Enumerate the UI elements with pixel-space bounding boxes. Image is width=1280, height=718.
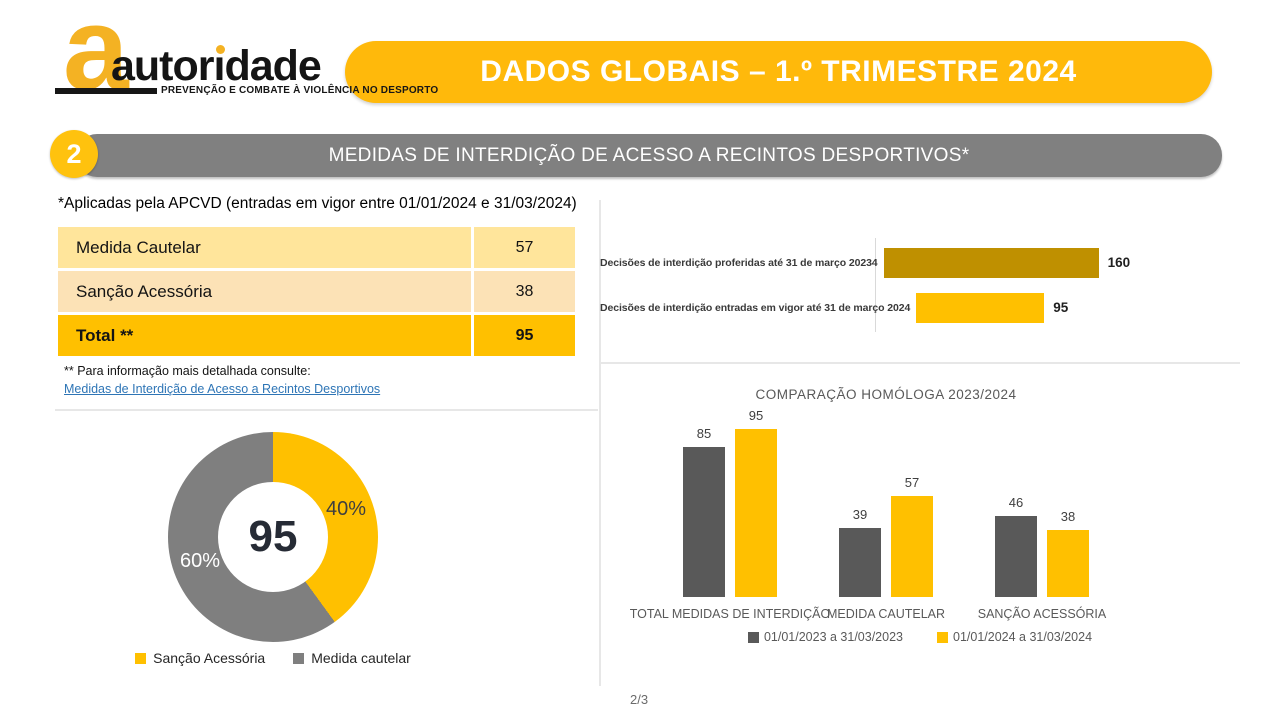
applied-note: *Aplicadas pela APCVD (entradas em vigor…: [58, 195, 577, 212]
column-category-label: SANÇÃO ACESSÓRIA: [977, 607, 1107, 621]
hbar-value-label: 160: [1107, 255, 1131, 270]
column-value-label: 39: [852, 507, 868, 522]
table-row-value: 57: [471, 227, 575, 268]
logo-i-dot-icon: [215, 45, 225, 54]
donut-chart: 95: [168, 432, 378, 642]
column-category-label: TOTAL MEDIDAS DE INTERDIÇÃO: [629, 607, 831, 621]
column-category-label: MEDIDA CAUTELAR: [826, 607, 946, 621]
legend-label: 01/01/2024 a 31/03/2024: [953, 630, 1093, 644]
logo-tagline: PREVENÇÃO E COMBATE À VIOLÊNCIA NO DESPO…: [161, 85, 439, 96]
hbar-bar: [883, 247, 1099, 278]
measures-link[interactable]: Medidas de Interdição de Acesso a Recint…: [64, 382, 381, 396]
hbar-category-label: Decisões de interdição proferidas até 31…: [600, 256, 878, 269]
column-value-label: 38: [1060, 509, 1076, 524]
section-banner: MEDIDAS DE INTERDIÇÃO DE ACESSO A RECINT…: [76, 134, 1222, 177]
donut-hole: 95: [218, 482, 328, 592]
table-row-value: 38: [471, 271, 575, 312]
hbar-value-label: 95: [1053, 300, 1069, 315]
hbar-axis-line: [875, 238, 876, 332]
legend-swatch-icon: [747, 631, 759, 643]
legend-swatch-icon: [135, 652, 147, 664]
comparison-legend-item: 01/01/2023 a 31/03/2023: [747, 630, 903, 644]
comparison-title: COMPARAÇÃO HOMÓLOGA 2023/2024: [755, 387, 1017, 402]
comparison-chart: 85 95 TOTAL MEDIDAS DE INTERDIÇÃO 39 57 MEDID…: [600, 380, 1240, 621]
measures-table: Medida Cautelar 57 Sanção Acessória 38 Total…: [58, 227, 575, 359]
legend-label: Medida cautelar: [311, 650, 411, 666]
donut-legend-item: Medida cautelar: [293, 650, 411, 666]
page-number: 2/3: [630, 692, 649, 707]
legend-label: 01/01/2023 a 31/03/2023: [763, 630, 903, 644]
vertical-divider: [599, 200, 601, 686]
table-row-label: Total **: [76, 325, 134, 345]
legend-swatch-icon: [293, 652, 305, 664]
section-number: 2: [66, 138, 82, 169]
section-number-badge: 2: [50, 130, 98, 178]
column-value-label: 85: [696, 426, 712, 441]
section-title: MEDIDAS DE INTERDIÇÃO DE ACESSO A RECINT…: [328, 144, 970, 166]
donut-pct-sancao: 40%: [326, 498, 367, 520]
column-value-label: 95: [748, 408, 764, 423]
donut-legend: Sanção Acessória Medida cautelar: [58, 650, 488, 666]
donut-total: 95: [248, 512, 298, 561]
logo-i: ı: [213, 42, 226, 90]
hbar-category-label: Decisões de interdição entradas em vigor…: [600, 301, 911, 314]
left-horizontal-divider: [55, 409, 598, 411]
table-row: Sanção Acessória 38: [58, 271, 575, 312]
donut-pct-medida: 60%: [180, 550, 221, 572]
logo-divider: [55, 88, 157, 94]
legend-label: Sanção Acessória: [153, 650, 266, 666]
right-horizontal-divider: [601, 362, 1240, 364]
main-title-banner: DADOS GLOBAIS – 1.º TRIMESTRE 2024: [345, 41, 1212, 103]
footnote-text: ** Para informação mais detalhada consul…: [64, 364, 311, 378]
hbar-row: Decisões de interdição entradas em vigor…: [600, 285, 1260, 330]
comparison-legend: 01/01/2023 a 31/03/2023 01/01/2024 a 31/0…: [600, 630, 1240, 644]
table-row-label: Medida Cautelar: [76, 237, 201, 257]
page-title: DADOS GLOBAIS – 1.º TRIMESTRE 2024: [480, 55, 1077, 88]
comparison-legend-item: 01/01/2024 a 31/03/2024: [937, 630, 1092, 644]
table-row-label: Sanção Acessória: [76, 281, 213, 301]
column-value-label: 46: [1008, 495, 1024, 510]
logo-wordmark: autorı dade: [111, 42, 322, 90]
hbar-chart: Decisões de interdição proferidas até 31…: [600, 240, 1260, 330]
hbar-row: Decisões de interdição proferidas até 31…: [600, 240, 1260, 285]
column-bar: [735, 429, 777, 597]
column-bar: [683, 447, 725, 597]
column-bar: [995, 516, 1037, 597]
legend-swatch-icon: [937, 631, 948, 643]
table-row: Total ** 95: [58, 315, 575, 356]
table-row: Medida Cautelar 57: [58, 227, 575, 268]
donut-legend-item: Sanção Acessória: [135, 650, 265, 666]
column-value-label: 57: [904, 475, 920, 490]
column-bar: [891, 496, 933, 597]
apcvd-logo: a autorı dade PREVENÇÃO E COMBATE À VIOLÊ…: [55, 0, 438, 122]
table-row-value: 95: [471, 315, 575, 356]
column-bar: [839, 528, 881, 597]
hbar-bar: [916, 292, 1045, 323]
column-bar: [1047, 530, 1089, 597]
